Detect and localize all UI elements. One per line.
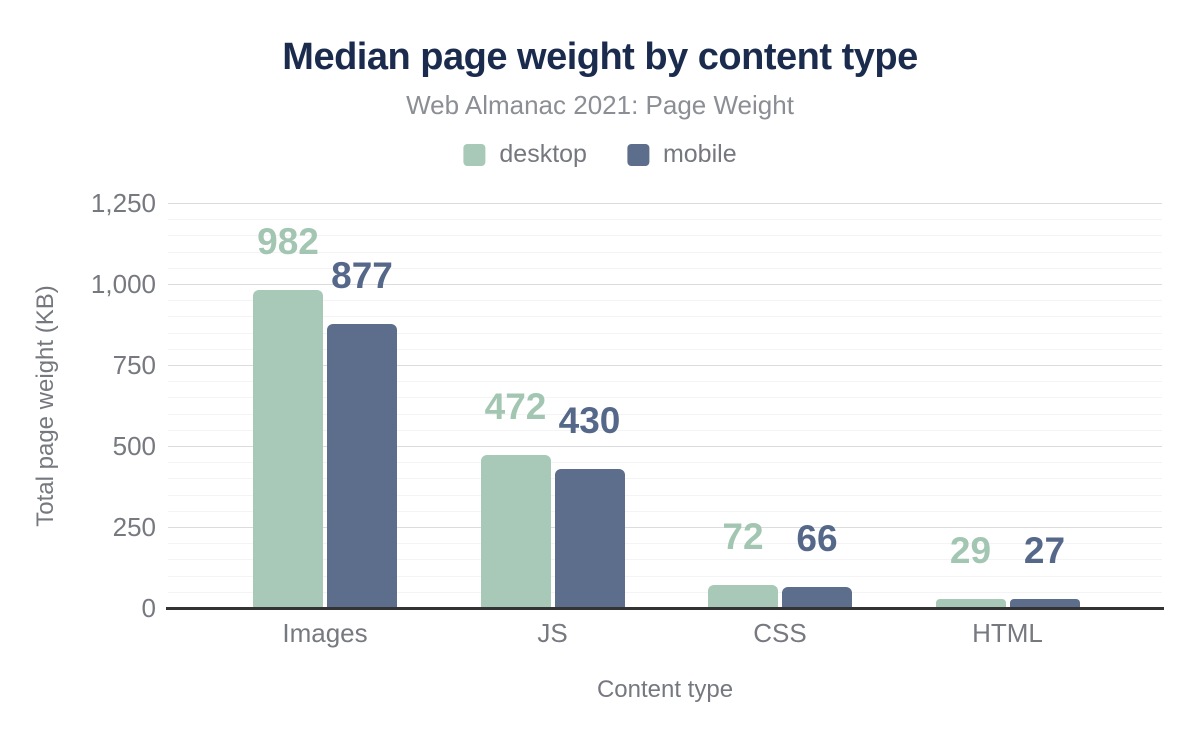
chart-title: Median page weight by content type bbox=[282, 36, 918, 78]
x-tick-label: HTML bbox=[972, 618, 1043, 648]
gridline-minor bbox=[168, 592, 1162, 593]
gridline-minor bbox=[168, 576, 1162, 577]
bar-desktop-html[interactable] bbox=[935, 599, 1006, 608]
gridline-minor bbox=[168, 511, 1162, 512]
y-tick-label: 250 bbox=[112, 512, 156, 542]
bar-mobile-js[interactable] bbox=[554, 469, 625, 608]
bar-value-label: 472 bbox=[484, 386, 547, 427]
gridline-minor bbox=[168, 397, 1162, 398]
y-tick-label: 1,250 bbox=[90, 188, 156, 218]
gridline-minor bbox=[168, 316, 1162, 317]
y-tick-label: 750 bbox=[112, 350, 156, 380]
desktop-swatch-icon bbox=[463, 143, 486, 166]
bar-value-label: 72 bbox=[722, 516, 764, 557]
y-tick-label: 500 bbox=[112, 431, 156, 461]
mobile-swatch-icon bbox=[626, 143, 649, 166]
gridline-major bbox=[168, 365, 1162, 366]
bar-desktop-images[interactable] bbox=[253, 290, 323, 608]
gridline-major bbox=[168, 527, 1162, 528]
gridline-minor bbox=[168, 219, 1162, 220]
legend: desktop mobile bbox=[463, 140, 737, 169]
gridline-minor bbox=[168, 495, 1162, 496]
chart-subtitle: Web Almanac 2021: Page Weight bbox=[406, 90, 794, 120]
legend-item-mobile[interactable]: mobile bbox=[626, 140, 737, 169]
gridline-minor bbox=[168, 414, 1162, 415]
bar-value-label: 27 bbox=[1023, 530, 1066, 571]
gridline-minor bbox=[168, 252, 1162, 253]
gridline-minor bbox=[168, 235, 1162, 236]
gridline-major bbox=[168, 446, 1162, 447]
gridline-minor bbox=[168, 462, 1162, 463]
x-axis-line bbox=[166, 607, 1164, 610]
x-axis-title: Content type bbox=[596, 676, 734, 703]
legend-label-mobile: mobile bbox=[662, 140, 737, 168]
bar-mobile-html[interactable] bbox=[1009, 599, 1080, 608]
bar-desktop-js[interactable] bbox=[480, 455, 551, 608]
gridline-minor bbox=[168, 543, 1162, 544]
bar-value-label: 982 bbox=[257, 221, 319, 262]
x-tick-label: Images bbox=[282, 618, 368, 648]
y-tick-label: 1,000 bbox=[90, 269, 156, 299]
gridline-minor bbox=[168, 559, 1162, 560]
gridline-minor bbox=[168, 430, 1162, 431]
bar-mobile-css[interactable] bbox=[782, 587, 852, 608]
gridline-major bbox=[168, 203, 1162, 204]
bar-value-label: 877 bbox=[331, 255, 393, 296]
gridline-minor bbox=[168, 333, 1162, 334]
gridline-minor bbox=[168, 268, 1162, 269]
gridline-minor bbox=[168, 478, 1162, 479]
bar-value-label: 29 bbox=[949, 530, 992, 571]
bar-mobile-images[interactable] bbox=[327, 324, 397, 608]
bar-value-label: 66 bbox=[796, 518, 838, 559]
legend-item-desktop[interactable]: desktop bbox=[463, 140, 587, 169]
legend-label-desktop: desktop bbox=[499, 140, 587, 168]
bar-value-label: 430 bbox=[558, 400, 621, 441]
x-tick-label: JS bbox=[537, 618, 568, 648]
y-tick-label: 0 bbox=[141, 593, 156, 623]
gridline-minor bbox=[168, 300, 1162, 301]
x-tick-label: CSS bbox=[753, 618, 807, 648]
bar-desktop-css[interactable] bbox=[708, 585, 778, 608]
gridline-major bbox=[168, 284, 1162, 285]
gridline-minor bbox=[168, 349, 1162, 350]
gridline-minor bbox=[168, 381, 1162, 382]
